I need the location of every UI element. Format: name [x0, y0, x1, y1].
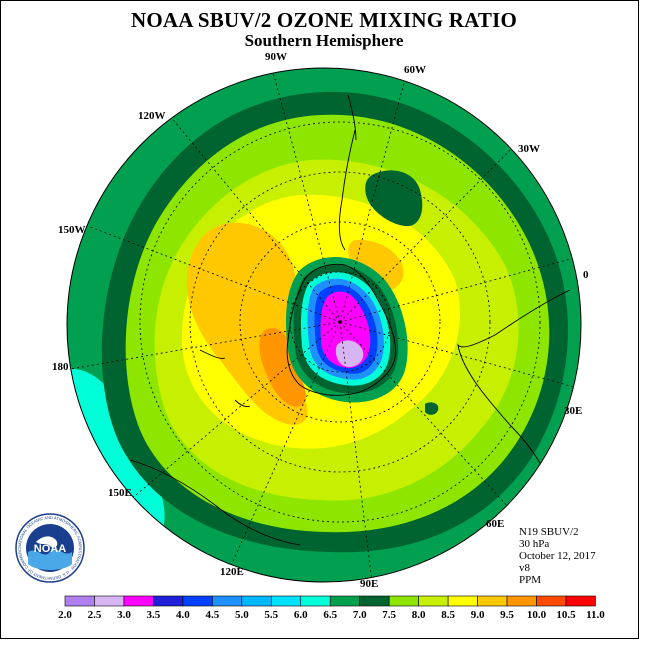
color-scale-box: [300, 595, 331, 607]
color-scale-box: [418, 595, 449, 607]
color-scale-label: 4.0: [176, 609, 190, 621]
color-scale-box: [153, 595, 184, 607]
color-scale-box: [477, 595, 508, 607]
color-scale-label: 7.0: [353, 609, 367, 621]
longitude-graticule: [67, 68, 581, 582]
color-scale-label: 8.5: [441, 609, 455, 621]
color-scale-label: 3.5: [147, 609, 161, 621]
coastlines: [129, 94, 571, 546]
coastline-australia: [129, 459, 301, 546]
lon-label-60e: 60E: [486, 518, 504, 530]
noaa-logo: NOAA NATIONAL OCEANIC AND ATMOSPHERIC AD…: [14, 512, 85, 583]
color-scale-box: [64, 595, 95, 607]
color-scale-label: 10.0: [527, 609, 547, 621]
info-level: 30 hPa: [519, 538, 550, 550]
color-scale-box: [94, 595, 125, 607]
info-units: PPM: [519, 574, 542, 586]
color-scale-boxes: [64, 595, 596, 607]
coastline-south-america-east: [347, 94, 357, 141]
map-subtitle: Southern Hemisphere: [244, 31, 404, 50]
color-scale-box: [182, 595, 213, 607]
map-boundary: [66, 67, 582, 583]
color-scale-label: 4.5: [205, 609, 219, 621]
color-scale-box: [123, 595, 154, 607]
coastline-new-zealand: [199, 349, 226, 359]
lon-label-120w: 120W: [138, 110, 166, 122]
color-scale-label: 6.0: [294, 609, 308, 621]
color-scale-label: 9.5: [500, 609, 514, 621]
color-scale-label: 11.0: [586, 609, 605, 621]
coastline-small-islands: [234, 399, 251, 408]
color-scale-label: 6.5: [323, 609, 337, 621]
color-scale-label: 5.0: [235, 609, 249, 621]
info-instrument: N19 SBUV/2: [519, 526, 579, 538]
lon-label-30w: 30W: [518, 143, 540, 155]
coastline-antarctica: [286, 263, 396, 396]
ozone-field-small-patch: [425, 402, 439, 415]
color-scale-box: [447, 595, 478, 607]
color-scale: 2.0 2.5 3.0 3.5 4.0 4.5 5.0 5.5 6.0 6.5 7.0 7.5 8.0 8…: [58, 595, 605, 621]
color-scale-label: 9.0: [471, 609, 485, 621]
color-scale-label: 8.0: [412, 609, 426, 621]
coastline-africa: [457, 289, 571, 501]
info-version: v8: [519, 562, 530, 574]
ozone-field-darkorange-area: [259, 328, 306, 407]
lon-label-120e: 120E: [220, 566, 244, 578]
color-scale-label: 10.5: [556, 609, 576, 621]
map-title: NOAA SBUV/2 OZONE MIXING RATIO: [131, 8, 517, 32]
color-scale-box: [329, 595, 361, 607]
ozone-field-darkgreen-patch: [365, 170, 423, 227]
lon-label-90w: 90W: [265, 51, 287, 63]
lon-label-150e: 150E: [108, 487, 132, 499]
coastline-south-america: [338, 129, 356, 251]
info-date: October 12, 2017: [519, 550, 596, 562]
color-scale-label: 7.5: [382, 609, 396, 621]
color-scale-box: [536, 595, 567, 607]
lon-label-150w: 150W: [58, 224, 86, 236]
lon-label-60w: 60W: [404, 64, 426, 76]
color-scale-label: 5.5: [264, 609, 278, 621]
lon-label-0: 0: [583, 269, 589, 281]
longitude-labels: 90W 60W 30W 0 30E 60E 90E 120E 150E 180 …: [52, 51, 589, 590]
color-scale-box: [359, 595, 390, 607]
noaa-logo-text: NOAA: [34, 543, 66, 555]
color-scale-labels: 2.0 2.5 3.0 3.5 4.0 4.5 5.0 5.5 6.0 6.5 7.0 7.5 8.0 8…: [58, 609, 605, 621]
color-scale-box: [241, 595, 272, 607]
latitude-graticule: [139, 121, 541, 523]
lon-label-90e: 90E: [360, 578, 378, 590]
color-scale-box: [388, 595, 419, 607]
color-scale-box: [565, 595, 596, 607]
color-scale-label: 2.5: [88, 609, 102, 621]
color-scale-label: 2.0: [58, 609, 72, 621]
info-block: N19 SBUV/2 30 hPa October 12, 2017 v8 PP…: [519, 526, 596, 586]
color-scale-box: [506, 595, 537, 607]
lon-label-30e: 30E: [564, 405, 582, 417]
lon-label-180: 180: [52, 361, 69, 373]
color-scale-box: [270, 595, 302, 607]
color-scale-box: [212, 595, 243, 607]
color-scale-label: 3.0: [117, 609, 131, 621]
